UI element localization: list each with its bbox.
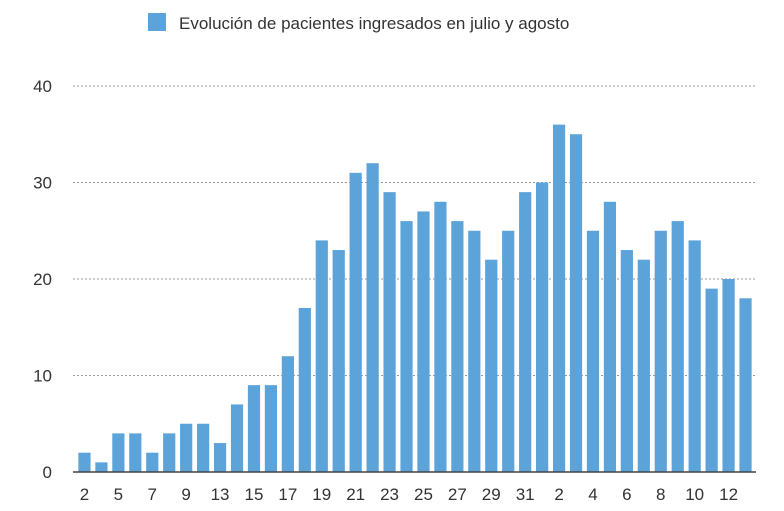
x-tick-label: 4	[588, 485, 597, 504]
bar-10	[247, 385, 261, 472]
bars	[78, 124, 752, 473]
bar-16	[349, 172, 362, 472]
legend-swatch	[148, 13, 166, 31]
bar-32	[620, 250, 633, 472]
x-tick-label: 5	[114, 485, 123, 504]
bar-27	[536, 182, 549, 472]
bar-26	[519, 192, 532, 472]
x-tick-label: 21	[346, 485, 365, 504]
bar-34	[654, 230, 667, 472]
bar-28	[552, 124, 566, 472]
bar-2	[112, 433, 125, 472]
grid-lines	[73, 85, 756, 376]
bar-15	[332, 250, 345, 472]
bar-19	[400, 221, 413, 472]
x-tick-label: 2	[554, 485, 563, 504]
bar-29	[569, 134, 583, 472]
bar-22	[451, 221, 464, 472]
x-tick-label: 13	[211, 485, 230, 504]
bar-5	[163, 433, 176, 472]
bar-1	[95, 462, 108, 472]
bar-3	[129, 433, 142, 472]
bar-31	[603, 201, 617, 473]
bar-13	[298, 307, 311, 472]
bar-17	[366, 163, 379, 472]
bar-21	[434, 201, 447, 473]
y-tick-label: 0	[43, 463, 52, 482]
bar-18	[383, 192, 396, 472]
x-tick-label: 8	[656, 485, 665, 504]
bar-36	[688, 240, 701, 472]
x-axis-ticks: 2 5 7 9 13 15 17 19 21 23 25 27 29 31 2 4 6 8 10 12	[80, 485, 738, 504]
y-tick-label: 40	[33, 77, 52, 96]
x-tick-label: 29	[482, 485, 501, 504]
y-tick-label: 30	[33, 174, 52, 193]
bar-4	[146, 452, 159, 472]
x-tick-label: 9	[181, 485, 190, 504]
bar-8	[213, 443, 227, 472]
x-tick-label: 10	[685, 485, 704, 504]
y-tick-label: 10	[33, 367, 52, 386]
x-tick-label: 15	[245, 485, 264, 504]
bar-37	[705, 288, 718, 472]
bar-23	[468, 230, 481, 472]
legend-label: Evolución de pacientes ingresados en jul…	[179, 14, 569, 33]
bar-11	[264, 385, 278, 472]
x-tick-label: 12	[719, 485, 738, 504]
x-tick-label: 25	[414, 485, 433, 504]
bar-33	[637, 259, 650, 472]
x-tick-label: 7	[148, 485, 157, 504]
bar-24	[485, 259, 498, 472]
x-tick-label: 27	[448, 485, 467, 504]
bar-0	[78, 452, 91, 472]
x-tick-label: 2	[80, 485, 89, 504]
y-axis-ticks: 0 10 20 30 40	[33, 77, 52, 482]
bar-6	[180, 423, 193, 472]
bar-14	[315, 240, 328, 472]
x-tick-label: 6	[622, 485, 631, 504]
bar-38	[722, 279, 735, 472]
bar-7	[197, 423, 210, 472]
x-tick-label: 23	[380, 485, 399, 504]
bar-20	[417, 211, 430, 472]
bar-9	[230, 404, 244, 472]
x-tick-label: 19	[312, 485, 331, 504]
x-tick-label: 31	[516, 485, 535, 504]
bar-25	[502, 230, 515, 472]
x-tick-label: 17	[278, 485, 297, 504]
bar-39	[739, 298, 752, 472]
bar-30	[586, 230, 600, 472]
bar-35	[671, 221, 684, 472]
chart-legend: Evolución de pacientes ingresados en jul…	[148, 13, 569, 33]
y-tick-label: 20	[33, 270, 52, 289]
bar-12	[281, 356, 294, 472]
